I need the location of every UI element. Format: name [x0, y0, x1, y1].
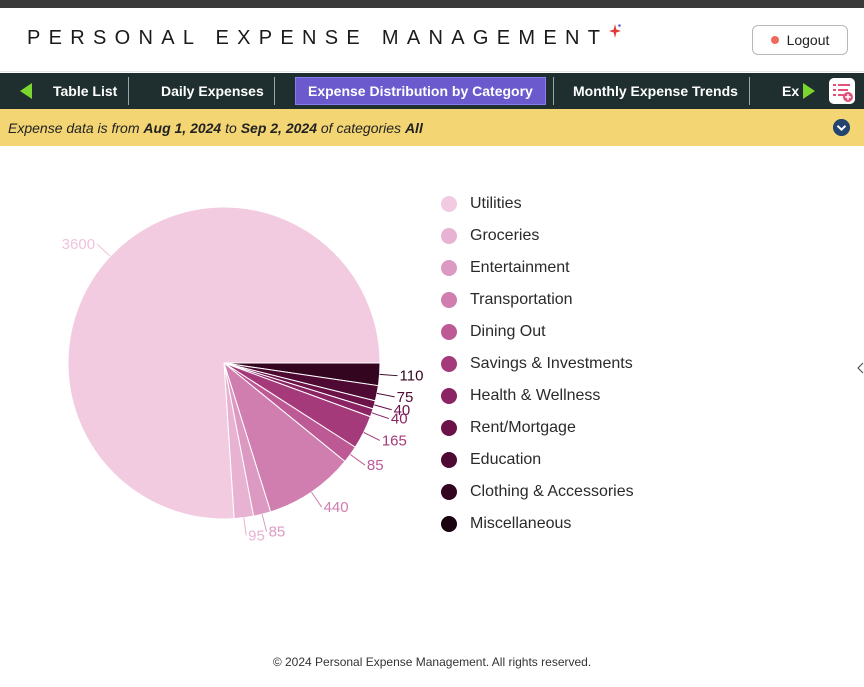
tab-daily-expenses[interactable]: Daily Expenses: [161, 83, 264, 99]
nav-tabs-bar: Table List Daily Expenses Expense Distri…: [0, 73, 864, 109]
legend-item[interactable]: Health & Wellness: [441, 380, 634, 412]
legend-swatch: [441, 260, 457, 276]
pie-leader-line: [371, 412, 390, 420]
sparkle-icon: [609, 24, 621, 38]
chart-area: 110 75 40 40 165 85 440 85 95 3600 Utilities Groce…: [0, 146, 864, 646]
app-title: PERSONAL EXPENSE MANAGEMENT: [27, 27, 609, 49]
filter-end-date: Sep 2, 2024: [240, 119, 317, 136]
pie-value-label: 75: [397, 389, 414, 406]
scroll-right-icon[interactable]: [803, 83, 815, 99]
pie-value-label: 95: [248, 528, 265, 545]
legend-swatch: [441, 292, 457, 308]
filter-start-date: Aug 1, 2024: [143, 119, 222, 136]
filter-prefix: Expense data is from: [8, 119, 140, 136]
pie-leader-line: [374, 404, 392, 411]
legend-item[interactable]: Education: [441, 444, 634, 476]
legend-swatch: [441, 356, 457, 372]
legend-swatch: [441, 324, 457, 340]
legend-label: Education: [470, 451, 542, 468]
legend-item[interactable]: Savings & Investments: [441, 348, 634, 380]
tab-divider: [128, 77, 129, 105]
pie-leader-line: [243, 517, 247, 536]
pie-leader-line: [363, 431, 381, 441]
legend-item[interactable]: Dining Out: [441, 316, 634, 348]
legend-item[interactable]: Rent/Mortgage: [441, 412, 634, 444]
pie-value-label: 85: [367, 457, 384, 474]
pie-value-label: 165: [382, 432, 407, 449]
pie-leader-line: [350, 454, 366, 466]
tab-overflow[interactable]: Ex: [782, 83, 800, 99]
legend-swatch: [441, 516, 457, 532]
legend-label: Miscellaneous: [470, 515, 572, 532]
pie-leader-line: [311, 491, 323, 508]
filter-to: to: [225, 119, 237, 136]
legend-item[interactable]: Entertainment: [441, 252, 634, 284]
legend-label: Entertainment: [470, 259, 570, 276]
legend-label: Transportation: [470, 291, 573, 308]
legend-swatch: [441, 452, 457, 468]
pie-slice-transportation[interactable]: [223, 361, 346, 513]
footer-text: © 2024 Personal Expense Management. All …: [272, 655, 592, 669]
legend-label: Health & Wellness: [470, 387, 601, 404]
pie-leader-line: [96, 243, 111, 257]
logout-status-icon: [770, 36, 779, 44]
legend-swatch: [441, 388, 457, 404]
pie-slice-utilities[interactable]: [67, 206, 381, 520]
filter-categories: All: [404, 119, 423, 136]
legend-label: Utilities: [470, 195, 522, 212]
legend-label: Savings & Investments: [470, 355, 633, 372]
chevron-down-icon[interactable]: [833, 119, 850, 136]
add-list-icon[interactable]: [829, 78, 855, 104]
date-filter-banner: Expense data is from Aug 1, 2024 to Sep …: [0, 109, 864, 146]
logout-button[interactable]: Logout: [752, 25, 848, 55]
legend-label: Groceries: [470, 227, 540, 244]
pie-leader-line: [376, 392, 395, 398]
resize-handle-icon[interactable]: [857, 362, 864, 374]
pie-leader-line: [261, 514, 268, 532]
window-top-strip: [0, 0, 864, 8]
legend-item[interactable]: Miscellaneous: [441, 508, 634, 540]
pie-value-label: 110: [400, 368, 424, 385]
pie-value-label: 85: [269, 524, 286, 541]
filter-of-categories: of categories: [320, 119, 402, 136]
pie-leader-line: [379, 373, 398, 377]
legend-item[interactable]: Transportation: [441, 284, 634, 316]
tab-table-list[interactable]: Table List: [53, 83, 118, 99]
app-header: PERSONAL EXPENSE MANAGEMENT Logout: [0, 8, 864, 72]
pie-value-label: 440: [324, 499, 349, 516]
legend-item[interactable]: Clothing & Accessories: [441, 476, 634, 508]
pie-value-label: 40: [394, 402, 411, 419]
legend-swatch: [441, 484, 457, 500]
legend-item[interactable]: Groceries: [441, 220, 634, 252]
tab-expense-distribution[interactable]: Expense Distribution by Category: [295, 77, 546, 105]
tab-monthly-trends[interactable]: Monthly Expense Trends: [573, 83, 738, 99]
pie-value-label: 3600: [62, 236, 95, 253]
chart-legend: Utilities Groceries Entertainment Transport…: [441, 188, 634, 540]
legend-item[interactable]: Utilities: [441, 188, 634, 220]
legend-swatch: [441, 420, 457, 436]
tab-divider: [274, 77, 275, 105]
legend-swatch: [441, 196, 457, 212]
pie-value-label: 40: [391, 411, 408, 428]
legend-label: Dining Out: [470, 323, 546, 340]
legend-label: Clothing & Accessories: [470, 483, 634, 500]
logout-label: Logout: [786, 32, 830, 48]
tab-divider: [749, 77, 750, 105]
tab-divider: [553, 77, 554, 105]
legend-label: Rent/Mortgage: [470, 419, 576, 436]
legend-swatch: [441, 228, 457, 244]
scroll-left-icon[interactable]: [20, 83, 32, 99]
